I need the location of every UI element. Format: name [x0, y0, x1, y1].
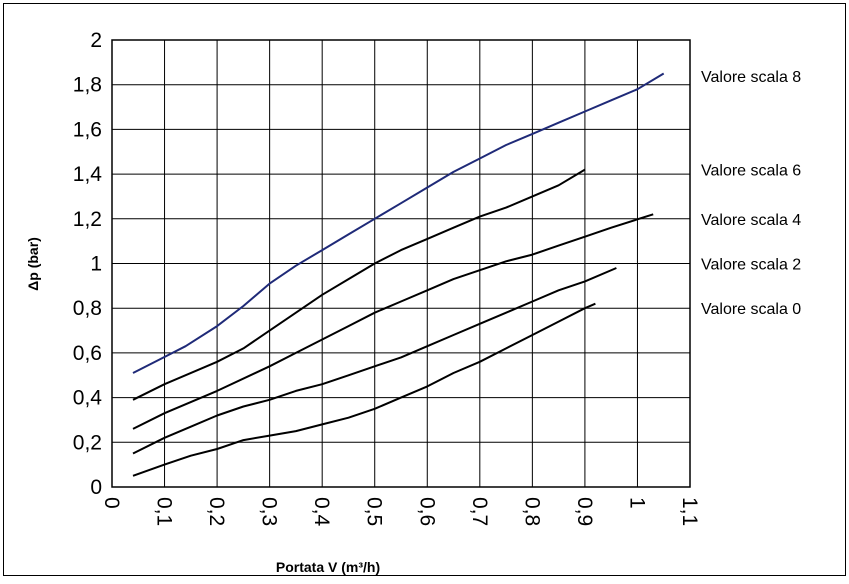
y-tick-label: 0,8 — [73, 297, 102, 320]
x-tick-label: 0,7 — [468, 497, 491, 526]
series-line — [132, 72, 665, 374]
x-tick-label: 1,1 — [678, 497, 701, 526]
y-tick-label: 1,6 — [73, 118, 102, 141]
plot-frame — [111, 39, 691, 488]
plot-area — [132, 72, 665, 477]
series-label: Valore scala 0 — [701, 301, 801, 318]
x-tick-label: 0,5 — [363, 497, 386, 526]
series-label: Valore scala 2 — [701, 257, 801, 274]
series-label: Valore scala 6 — [701, 163, 801, 180]
x-tick-label: 0,2 — [205, 497, 228, 526]
series-labels: Valore scala 8 Valore scala 6 Valore scala… — [701, 69, 801, 318]
series-line — [132, 267, 617, 455]
x-tick-label: 0,3 — [258, 497, 281, 526]
x-tick-label: 0 — [100, 497, 123, 509]
y-tick-label: 2 — [90, 29, 102, 52]
axes: 0 0,1 0,2 0,3 0,4 0,5 0,6 0,7 0,8 0,9 1 1,1 0 0,2 0,4 0… — [73, 29, 701, 527]
y-tick-label: 1,4 — [73, 163, 103, 186]
x-axis-title: Portata V (m³/h) — [276, 559, 380, 575]
x-tick-label: 1 — [625, 497, 648, 509]
series-label: Valore scala 4 — [701, 212, 801, 229]
series-line — [132, 213, 654, 430]
series-line — [132, 168, 586, 401]
y-tick-label: 1,2 — [73, 208, 102, 231]
grid — [111, 39, 691, 488]
y-tick-label: 0,6 — [73, 342, 102, 365]
x-tick-label: 0,6 — [415, 497, 438, 526]
series-label: Valore scala 8 — [701, 69, 801, 86]
y-tick-label: 1,8 — [73, 74, 102, 97]
x-tick-label: 0,8 — [520, 497, 543, 526]
x-tick-label: 0,4 — [310, 497, 333, 527]
y-tick-label: 0 — [90, 476, 102, 499]
y-axis-title: Δp (bar) — [25, 237, 41, 291]
x-tick-label: 0,1 — [153, 497, 176, 526]
y-tick-label: 1 — [90, 253, 102, 276]
y-tick-label: 0,4 — [73, 387, 103, 410]
series-line — [132, 302, 596, 477]
x-tick-label: 0,9 — [573, 497, 596, 526]
y-tick-label: 0,2 — [73, 431, 102, 454]
